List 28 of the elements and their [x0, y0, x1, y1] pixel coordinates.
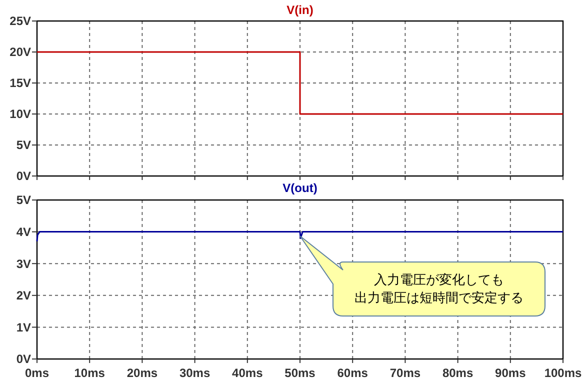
y-tick-label: 5V — [16, 193, 31, 208]
x-tick-label: 60ms — [337, 366, 368, 380]
x-tick-label: 90ms — [495, 366, 526, 380]
y-tick-label: 1V — [16, 320, 31, 334]
y-tick-label: 2V — [16, 288, 31, 303]
x-tick-label: 80ms — [442, 366, 474, 380]
x-tick-label: 40ms — [232, 366, 264, 380]
chart-title: V(out) — [282, 181, 318, 195]
chart-title: V(in) — [286, 3, 314, 17]
x-tick-label: 20ms — [126, 366, 158, 380]
y-tick-label: 25V — [10, 14, 31, 28]
annotation: 出力電圧は短時間で安定する — [354, 290, 524, 306]
y-tick-label: 15V — [10, 76, 31, 90]
line-series — [36, 231, 564, 242]
x-tick-label: 10ms — [74, 366, 106, 380]
x-tick-label: 50ms — [284, 366, 316, 380]
x-tick-label: 30ms — [179, 366, 210, 380]
x-tick-label: 0ms — [24, 366, 50, 380]
y-tick-label: 4V — [16, 225, 31, 239]
y-tick-label: 20V — [10, 45, 31, 60]
annotation: 入力電圧が変化しても — [374, 272, 504, 288]
x-tick-label: 100ms — [544, 366, 582, 380]
y-tick-label: 3V — [16, 256, 31, 271]
y-tick-label: 0V — [16, 352, 31, 366]
x-tick-label: 70ms — [390, 366, 421, 380]
y-tick-label: 5V — [16, 138, 31, 152]
y-tick-label: 10V — [10, 107, 31, 122]
y-tick-label: 0V — [16, 169, 31, 184]
